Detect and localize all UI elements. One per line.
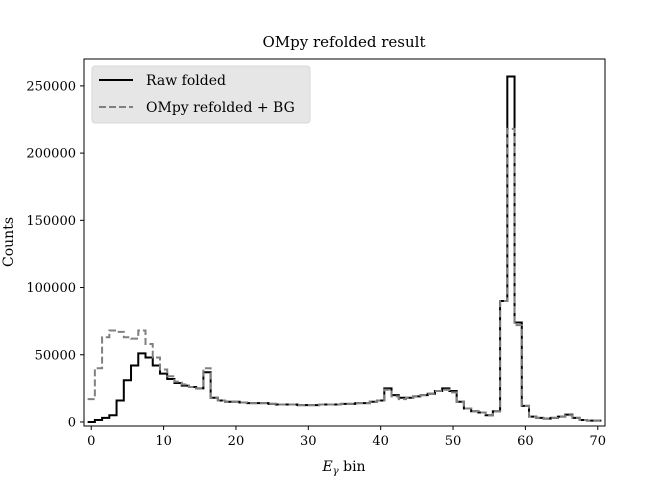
legend-label-ompy-refolded: OMpy refolded + BG xyxy=(146,100,295,116)
x-tick-label: 10 xyxy=(155,434,172,449)
x-axis-label-rest: bin xyxy=(339,459,366,475)
x-tick-label: 40 xyxy=(372,434,389,449)
y-tick-label: 50000 xyxy=(35,348,76,363)
x-tick-label: 20 xyxy=(228,434,245,449)
x-axis-label-sub: γ xyxy=(333,466,339,477)
y-axis-label: Counts xyxy=(1,217,17,267)
x-tick-label: 0 xyxy=(87,434,95,449)
chart-title: OMpy refolded result xyxy=(262,33,425,51)
y-tick-label: 100000 xyxy=(26,281,76,296)
x-axis-label-main: E xyxy=(321,459,332,475)
plot-lines xyxy=(87,75,602,423)
legend-label-raw-folded: Raw folded xyxy=(146,73,226,89)
x-tick-label: 70 xyxy=(589,434,606,449)
y-tick-label: 150000 xyxy=(26,214,76,229)
series-line-ompy-refolded xyxy=(87,127,602,422)
x-tick-label: 30 xyxy=(300,434,317,449)
y-tick-label: 250000 xyxy=(26,79,76,94)
plot-area-frame xyxy=(83,58,606,427)
x-axis-label: Eγ bin xyxy=(321,459,365,477)
x-tick-label: 50 xyxy=(445,434,462,449)
y-tick-label: 0 xyxy=(68,415,76,430)
y-axis-ticks: 0 50000 100000 150000 200000 250000 xyxy=(26,79,84,430)
legend-box xyxy=(91,65,311,124)
x-tick-label: 60 xyxy=(517,434,534,449)
x-axis-ticks: 0 10 20 30 40 50 60 70 xyxy=(87,426,606,449)
y-tick-label: 200000 xyxy=(26,147,76,162)
legend: Raw folded OMpy refolded + BG xyxy=(91,65,311,124)
